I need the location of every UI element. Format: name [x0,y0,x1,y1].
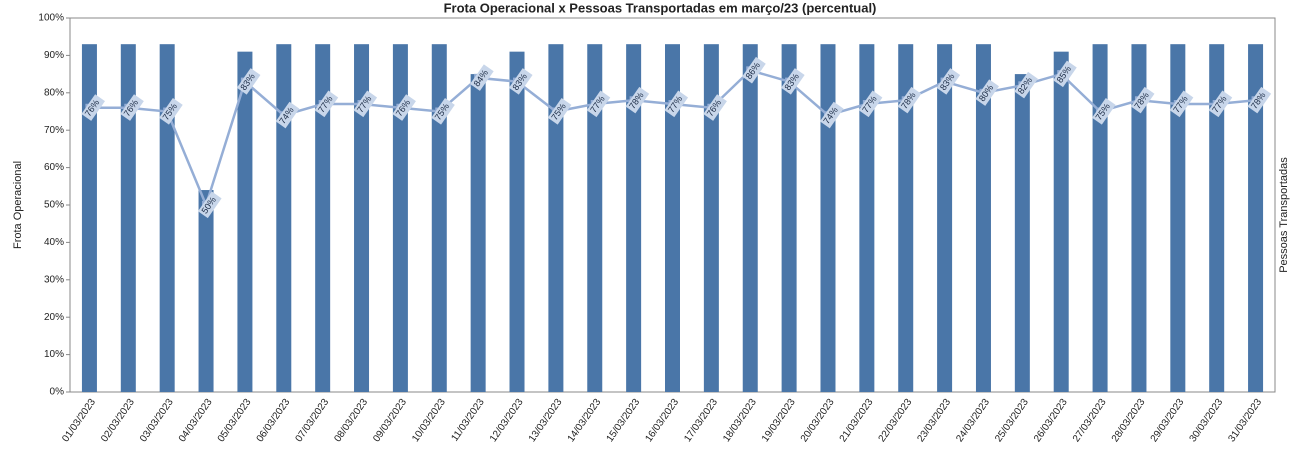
y-tick-label: 70% [44,125,64,136]
data-label-box [1092,98,1116,125]
y-tick-label: 90% [44,50,64,61]
bar [159,44,175,393]
data-label-box [1053,60,1077,88]
data-label-box [625,86,650,114]
data-label-box [81,94,105,121]
bar [626,44,642,393]
bar [742,44,758,393]
bar [820,44,836,393]
y-tick-label: 0% [50,387,65,398]
data-label-box [353,90,378,118]
data-label-box [742,56,766,84]
y-tick-label: 50% [44,200,64,211]
data-label-box [703,94,727,121]
bar [1170,44,1186,393]
bar [431,44,447,393]
bar [665,44,680,393]
bar [1131,44,1147,393]
y2-axis-label: Pessoas Transportadas [1278,157,1290,273]
y-tick-label: 40% [44,237,64,248]
bar [1092,44,1108,393]
y-tick-label: 30% [44,274,64,285]
bar [237,51,253,392]
bar [781,44,797,393]
data-label-box [275,101,300,129]
bar [120,44,136,393]
bar [81,44,97,393]
data-label-box [314,90,339,118]
y-tick-label: 80% [44,87,64,98]
bar [975,44,991,393]
bar [703,44,719,393]
data-label-box [470,64,494,91]
data-label-box [664,90,689,118]
bar [315,44,331,393]
data-label-box [236,68,261,95]
data-label-box [781,68,805,95]
bar [470,74,486,392]
bar [548,44,564,393]
data-label-box [975,79,1000,106]
data-label-box [897,86,922,114]
y-tick-label: 100% [38,13,64,24]
bar [937,44,953,393]
data-label-box [1208,90,1233,118]
bar [1053,51,1069,392]
bar [859,44,875,393]
data-label-box [586,90,611,118]
data-label-box [120,94,144,121]
y-tick-label: 60% [44,162,64,173]
data-label-box [1247,86,1272,114]
data-label-box [197,191,222,219]
bar [509,51,525,392]
data-label-box [936,68,961,95]
data-label-box [392,94,416,121]
bar [354,44,370,393]
data-label-box [1169,90,1194,118]
bar [392,44,408,393]
y-tick-label: 10% [44,349,64,360]
bar [276,44,292,393]
chart-title: Frota Operacional x Pessoas Transportada… [444,0,877,15]
y-tick-label: 20% [44,312,64,323]
data-label-box [1014,71,1038,99]
data-label-box [431,98,455,125]
bar [1209,44,1225,393]
bar [1248,44,1264,393]
y-axis-label: Frota Operacional [12,161,24,249]
bar [587,44,603,393]
data-label-box [547,98,572,125]
bar [1014,74,1030,392]
data-label-box [819,101,844,129]
bar [198,190,214,392]
data-label-box [159,98,183,125]
data-label-box [508,68,533,95]
data-label-box [1130,86,1155,114]
bar [898,44,914,393]
data-label-box [858,90,883,118]
